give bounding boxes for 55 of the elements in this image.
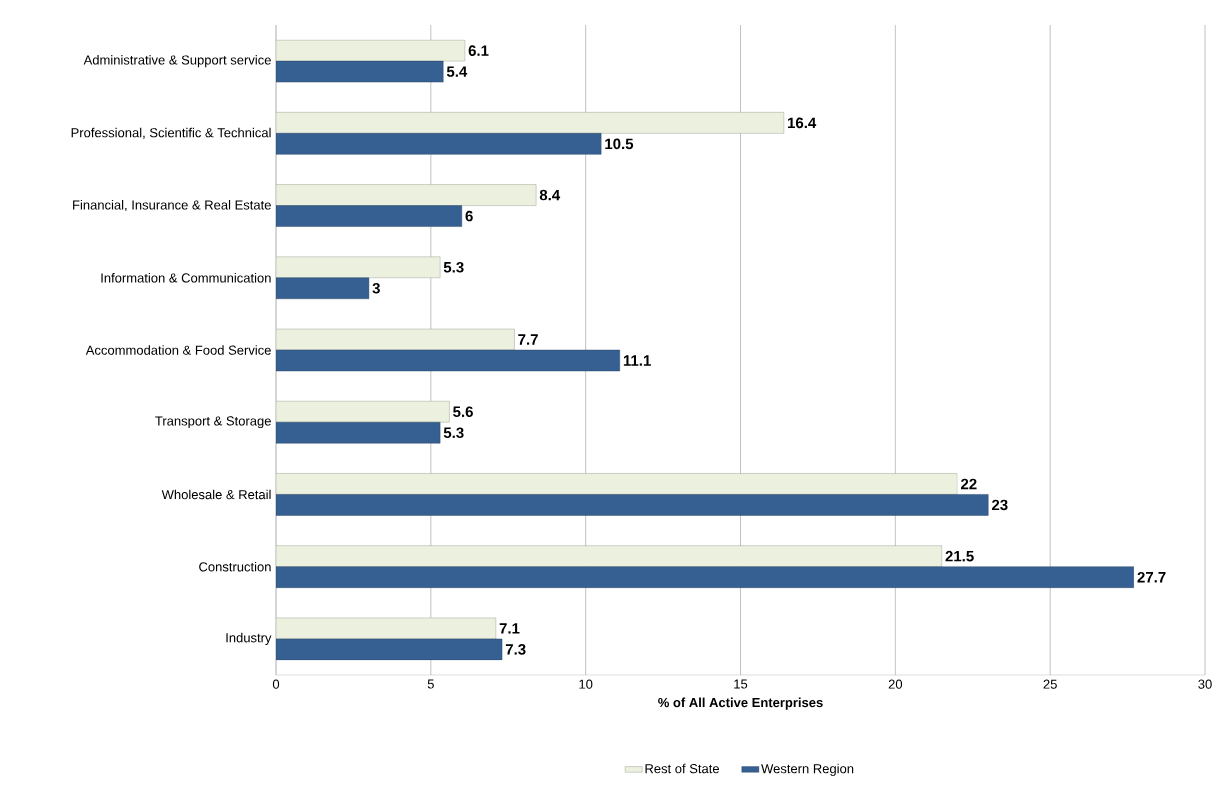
data-label: 7.1 (499, 623, 520, 634)
data-label: 22 (961, 478, 977, 490)
bar (276, 205, 463, 227)
x-tick-label: 20 (888, 679, 903, 689)
data-label: 11.1 (623, 355, 651, 366)
data-label: 7.7 (518, 334, 538, 345)
data-label: 3 (372, 282, 380, 294)
bar (276, 422, 441, 444)
data-label: 7.3 (505, 644, 526, 655)
x-tick-label: 10 (579, 679, 593, 689)
bar (276, 566, 1134, 588)
x-tick-label: 25 (1043, 679, 1057, 689)
bar (276, 60, 444, 83)
data-label: 27.7 (1137, 571, 1166, 583)
data-label: 10.5 (605, 138, 634, 150)
data-label: 6.1 (468, 45, 489, 56)
data-label: 5.3 (443, 261, 464, 273)
bar (276, 638, 503, 661)
y-tick-label: Information & Communication (101, 273, 271, 283)
data-label: 5.4 (446, 66, 468, 77)
bar (276, 39, 466, 62)
bar (276, 349, 620, 372)
y-tick-label: Financial, Insurance & Real Estate (73, 200, 271, 212)
x-tick-label: 0 (272, 679, 280, 689)
y-tick-label: Construction (199, 561, 271, 572)
bar (276, 277, 370, 299)
legend-label: Rest of State (645, 763, 720, 774)
y-tick-label: Administrative & Support service (83, 55, 271, 68)
data-label: 5.6 (453, 406, 473, 418)
bar (276, 133, 602, 155)
bar (276, 328, 515, 351)
bar (276, 184, 537, 206)
y-tick-label: Accommodation & Food Service (85, 345, 271, 355)
bar (276, 256, 441, 278)
bar (276, 545, 942, 567)
bar (276, 473, 958, 495)
legend-label: Western Region (761, 763, 854, 776)
x-tick-label: 15 (734, 679, 748, 689)
bar (276, 617, 497, 640)
x-axis-title: % of All Active Enterprises (658, 697, 823, 710)
bar (276, 112, 785, 134)
data-label: 8.4 (539, 189, 561, 201)
x-tick-label: 30 (1198, 679, 1212, 689)
data-label: 16.4 (788, 117, 817, 129)
data-label: 6 (465, 210, 473, 222)
bar (276, 494, 989, 516)
bar (276, 401, 450, 423)
y-tick-label: Industry (226, 632, 272, 645)
data-label: 21.5 (945, 550, 974, 562)
y-tick-label: Transport & Storage (155, 416, 271, 429)
y-tick-label: Wholesale & Retail (161, 489, 271, 500)
x-tick-label: 5 (427, 679, 434, 689)
y-tick-label: Professional, Scientific & Technical (71, 127, 271, 139)
data-label: 5.3 (443, 427, 464, 439)
data-label: 23 (991, 499, 1008, 511)
